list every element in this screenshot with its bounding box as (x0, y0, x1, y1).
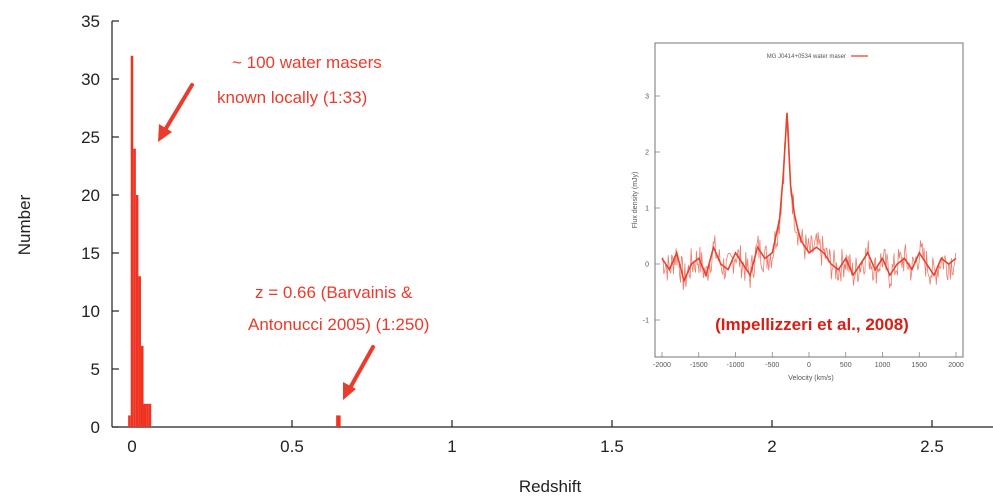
annotation-z066-line-1: z = 0.66 (Barvainis & (255, 283, 413, 302)
y-tick-label: 0 (91, 418, 100, 437)
inset-x-axis-label: Velocity (km/s) (788, 375, 834, 382)
y-axis-label: Number (15, 194, 34, 255)
histogram-bar (130, 55, 134, 428)
inset-legend: MG J0414+0534 water maser (767, 54, 868, 60)
x-tick-label: 1.5 (600, 437, 624, 456)
y-tick-label: 20 (81, 186, 100, 205)
histogram-bar (138, 276, 141, 427)
inset-y-tick-label: 0 (645, 262, 649, 269)
histogram-bars (128, 55, 341, 428)
annotation-local-masers: ~ 100 water masers known locally (1:33) (158, 53, 382, 142)
inset-x-tick-label: -500 (765, 362, 779, 369)
annotation-local-line-1: ~ 100 water masers (232, 53, 382, 72)
annotation-z066: z = 0.66 (Barvainis & Antonucci 2005) (1… (248, 283, 429, 400)
inset-x-tick-label: 500 (840, 362, 852, 369)
histogram-bar (143, 403, 147, 427)
histogram-bar (128, 415, 131, 427)
inset-citation: (Impellizzeri et al., 2008) (715, 315, 909, 334)
histogram-bar (146, 403, 149, 427)
inset-spectrum-panel: -2000 -1500 -1000 -500 0 500 1000 1500 2000 -1 0 1… (632, 42, 964, 382)
inset-x-tick-label: 2000 (948, 362, 964, 369)
x-tick-label: 0.5 (280, 437, 304, 456)
inset-spectrum-noise (661, 114, 957, 291)
y-tick-label: 10 (81, 302, 100, 321)
x-axis-label: Redshift (519, 477, 582, 496)
inset-x-tick-label: -2000 (653, 362, 671, 369)
y-ticks: 0 5 10 15 20 25 30 35 (81, 12, 119, 437)
annotation-local-arrow (158, 83, 194, 142)
histogram-bar (140, 345, 144, 427)
x-ticks: 0 0.5 1 1.5 2 2.5 (127, 420, 944, 456)
histogram-bar (336, 415, 341, 427)
inset-frame (654, 42, 964, 358)
annotation-z066-line-2: Antonucci 2005) (1:250) (248, 315, 429, 334)
y-tick-label: 30 (81, 70, 100, 89)
inset-x-tick-label: -1000 (727, 362, 745, 369)
inset-x-ticks: -2000 -1500 -1000 -500 0 500 1000 1500 2000 (653, 352, 964, 369)
inset-x-tick-label: 1500 (911, 362, 927, 369)
histogram-bar (135, 195, 139, 427)
histogram-bar (133, 148, 136, 427)
y-tick-label: 35 (81, 12, 100, 31)
y-tick-label: 25 (81, 128, 100, 147)
inset-y-tick-label: -1 (643, 318, 649, 325)
y-tick-label: 15 (81, 244, 100, 263)
x-tick-label: 2 (767, 437, 776, 456)
inset-x-tick-label: 1000 (875, 362, 891, 369)
main-axes (111, 21, 993, 428)
x-tick-label: 2.5 (920, 437, 944, 456)
histogram-bar (148, 403, 152, 427)
x-tick-label: 0 (127, 437, 136, 456)
inset-y-tick-label: 1 (645, 206, 649, 213)
inset-x-tick-label: 0 (807, 362, 811, 369)
inset-y-tick-label: 3 (645, 94, 649, 101)
annotation-local-line-2: known locally (1:33) (217, 88, 367, 107)
annotation-z066-arrow (343, 345, 375, 400)
inset-y-axis-label: Flux density (mJy) (632, 172, 639, 229)
inset-y-ticks: -1 0 1 2 3 (643, 94, 660, 325)
inset-y-tick-label: 2 (645, 150, 649, 157)
inset-x-tick-label: -1500 (690, 362, 708, 369)
inset-legend-label: MG J0414+0534 water maser (767, 54, 846, 60)
x-tick-label: 1 (447, 437, 456, 456)
y-tick-label: 5 (91, 360, 100, 379)
